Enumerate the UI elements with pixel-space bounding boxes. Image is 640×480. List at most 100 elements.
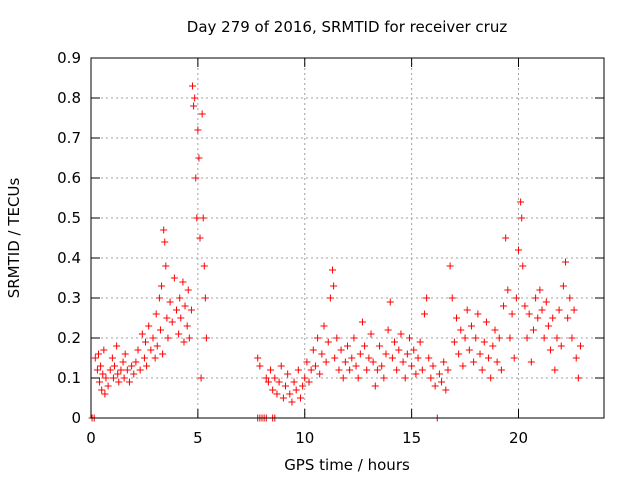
data-point <box>140 354 148 362</box>
data-point <box>160 226 168 234</box>
data-point <box>142 338 150 346</box>
data-point <box>467 322 475 330</box>
data-point <box>356 350 364 358</box>
data-point <box>450 338 458 346</box>
data-point <box>502 234 510 242</box>
data-point <box>98 386 106 394</box>
data-point <box>365 354 373 362</box>
data-point <box>547 346 555 354</box>
y-tick-label: 0.3 <box>57 289 81 307</box>
data-point <box>197 374 205 382</box>
data-point <box>130 370 138 378</box>
data-point <box>542 298 550 306</box>
data-point <box>120 374 128 382</box>
data-point <box>423 294 431 302</box>
data-point <box>442 386 450 394</box>
data-point <box>123 366 131 374</box>
data-point <box>388 354 396 362</box>
data-point <box>367 330 375 338</box>
data-point <box>331 354 339 362</box>
data-point <box>344 342 351 350</box>
data-point <box>269 386 277 394</box>
data-point <box>195 154 203 162</box>
data-point <box>147 346 155 354</box>
tick-labels: 0 0.1 0.2 0.3 0.4 0.5 0.6 0.7 0.8 0.9 0 5 10 15 20 <box>57 49 528 447</box>
data-point <box>115 378 123 386</box>
data-point <box>193 214 201 222</box>
data-point <box>463 306 471 314</box>
data-point <box>316 370 324 378</box>
data-point <box>461 334 469 342</box>
data-point <box>93 366 101 374</box>
y-axis-label: SRMTID / TECUs <box>5 178 23 299</box>
data-point <box>152 310 160 318</box>
x-tick-label: 5 <box>193 429 203 447</box>
data-point <box>202 334 210 342</box>
data-point <box>536 286 544 294</box>
data-point <box>162 262 170 270</box>
y-tick-label: 0.2 <box>57 329 81 347</box>
data-point <box>358 318 366 326</box>
data-point <box>574 374 582 382</box>
data-point <box>286 390 294 398</box>
data-point <box>369 358 377 366</box>
data-point <box>267 366 275 374</box>
data-point <box>540 334 548 342</box>
data-point <box>163 314 171 322</box>
data-point <box>180 338 188 346</box>
data-point <box>438 378 446 386</box>
data-point <box>459 362 467 370</box>
data-point <box>482 318 490 326</box>
data-point <box>194 126 202 134</box>
data-point <box>196 234 204 242</box>
data-point <box>495 334 503 342</box>
data-point <box>440 358 448 366</box>
data-point <box>309 346 317 354</box>
data-point <box>156 326 164 334</box>
data-point <box>166 298 174 306</box>
data-point <box>444 366 452 374</box>
data-point <box>405 334 413 342</box>
data-point <box>352 362 360 370</box>
data-point <box>134 346 142 354</box>
data-point <box>192 174 200 182</box>
data-point <box>114 370 122 378</box>
data-point <box>294 366 302 374</box>
data-point <box>333 334 341 342</box>
data-point <box>108 354 116 362</box>
data-point <box>397 330 405 338</box>
data-point <box>151 354 159 362</box>
y-tick-label: 0.1 <box>57 369 81 387</box>
y-tick-label: 0.6 <box>57 169 81 187</box>
data-point <box>136 366 144 374</box>
x-tick-label: 10 <box>295 429 314 447</box>
data-point <box>504 286 512 294</box>
data-point <box>273 390 281 398</box>
data-point <box>279 394 287 402</box>
data-point <box>363 366 371 374</box>
data-point <box>416 338 424 346</box>
data-point <box>330 282 338 290</box>
data-point <box>161 238 169 246</box>
data-point <box>307 366 315 374</box>
data-point <box>425 354 433 362</box>
data-point <box>346 366 354 374</box>
data-point <box>335 366 343 374</box>
data-point <box>200 262 208 270</box>
data-point <box>506 334 514 342</box>
data-point <box>181 302 189 310</box>
data-point <box>395 346 403 354</box>
data-point <box>187 306 195 314</box>
data-point <box>290 378 298 386</box>
data-point <box>418 366 426 374</box>
data-point <box>173 306 180 314</box>
data-point <box>448 294 456 302</box>
data-point <box>132 358 140 366</box>
data-point <box>570 306 578 314</box>
data-point <box>489 342 497 350</box>
data-point <box>314 334 322 342</box>
data-point <box>318 350 326 358</box>
data-point <box>109 374 117 382</box>
data-point <box>177 314 185 322</box>
data-point <box>551 366 559 374</box>
